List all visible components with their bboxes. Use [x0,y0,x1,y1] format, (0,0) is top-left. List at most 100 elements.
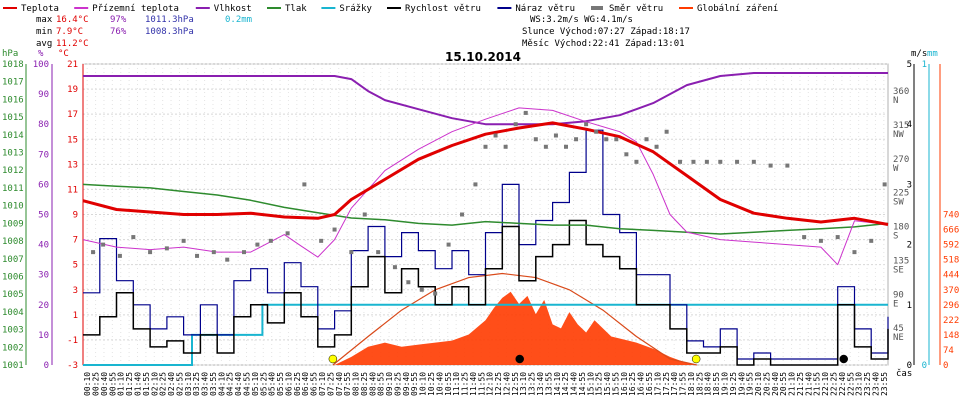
wind-direction-point [493,133,498,138]
x-tick-label: 16:10 [620,372,629,396]
x-tick-label: 22:55 [846,372,855,396]
wm2-tick-label: 148 [943,331,959,341]
wind-direction-point [242,250,246,255]
x-tick-label: 11:40 [469,372,478,396]
wind-direction-point [691,159,696,164]
x-tick-label: 20:55 [779,372,788,396]
direction-sub-label: NW [893,130,904,140]
x-tick-label: 10:25 [427,372,436,396]
hpa-tick-label: 1001 [2,361,24,371]
pressure-line [82,183,889,235]
x-tick-label: 22:25 [829,372,838,396]
info-wind: WS:3.2m/s WG:4.1m/s [530,15,633,25]
stats-temp: 16.4°C [56,15,89,25]
mm-tick-label: 0 [922,361,927,371]
x-tick-label: 12:55 [511,372,520,396]
x-tick-label: 22:10 [821,372,830,396]
wm2-tick-label: 0 [943,361,948,371]
celsius-tick-label: 7 [73,236,78,246]
humidity-line [83,72,888,126]
wind-direction-point [349,250,354,255]
wm2-tick-label: 592 [943,241,959,251]
direction-sub-label: SW [893,198,904,208]
ms-tick-label: 1 [907,301,912,311]
wind-direction-point [654,144,659,149]
wind-direction-point [882,182,887,187]
wind-direction-point [704,159,709,164]
wm2-tick-label: 370 [943,286,959,296]
direction-sub-label: SE [893,265,904,275]
wind-direction-point [255,242,260,247]
ms-tick-label: 3 [907,180,912,190]
legend-label: Přízemní teplota [92,4,179,14]
celsius-tick-label: -1 [67,336,78,346]
x-tick-label: 16:40 [637,372,646,396]
wind-direction-point [446,242,451,247]
sun-moon-marker [691,354,701,364]
wind-direction-point [835,235,840,240]
legend-label: Náraz větru [515,4,575,14]
x-tick-label: 13:55 [544,372,553,396]
pct-tick-label: 50 [38,211,49,221]
ms-tick-label: 0 [907,361,912,371]
wind-direction-point [503,144,508,149]
x-tick-label: 20:25 [762,372,771,396]
wind-direction-point [678,159,683,164]
x-tick-label: 09:55 [410,372,419,396]
x-tick-label: 17:55 [679,372,688,396]
pct-axis-label: % [38,49,44,59]
wind-direction-point [664,129,669,134]
wind-direction-point [131,235,136,240]
celsius-tick-label: 3 [73,286,78,296]
sun-moon-marker [328,354,338,364]
wind-direction-point [460,212,465,217]
radiation-area [334,291,697,365]
direction-tick-label: 45 [893,324,904,334]
wind-direction-point [614,137,619,142]
x-tick-label: 07:25 [326,372,335,396]
stats-humidity: 76% [110,27,127,37]
x-tick-label: 23:10 [855,372,864,396]
wind-direction-point [594,129,599,134]
legend-label: Srážky [339,4,372,14]
x-tick-label: 03:10 [184,372,193,396]
wind-direction-point [634,159,639,164]
stats-pressure: 1011.3hPa [145,15,194,25]
wind-direction-point [164,246,169,251]
legend-label: Globální záření [697,4,778,14]
x-tick-label: 20:40 [771,372,780,396]
x-tick-label: 16:25 [628,372,637,396]
wind-direction-point [392,265,397,270]
x-tick-label: 01:55 [142,372,151,396]
hpa-tick-label: 1007 [2,255,24,265]
celsius-tick-label: 17 [67,110,78,120]
wind-direction-point [181,238,186,243]
ms-tick-label: 5 [907,60,912,70]
pct-tick-label: 10 [38,331,49,341]
pct-tick-label: 0 [44,361,49,371]
legend-label: Vlhkost [214,4,252,14]
direction-sub-label: S [893,232,898,242]
celsius-tick-label: 19 [67,85,78,95]
hpa-tick-label: 1017 [2,78,24,88]
hpa-tick-label: 1013 [2,149,24,159]
x-tick-label: 21:40 [804,372,813,396]
ms-axis-label: m/s [911,49,927,59]
celsius-tick-label: 13 [67,160,78,170]
hpa-tick-label: 1012 [2,166,24,176]
x-tick-label: 09:40 [402,372,411,396]
x-tick-label: 22:40 [838,372,847,396]
x-tick-label: 19:10 [720,372,729,396]
celsius-tick-label: 21 [67,60,78,70]
x-tick-label: 11:10 [452,372,461,396]
legend-label: Směr větru [609,4,663,14]
wind-direction-point [332,227,337,232]
wind-speed-line [83,219,889,366]
hpa-axis-label: hPa [2,49,18,59]
wind-direction-point [376,250,381,255]
x-tick-label: 05:10 [251,372,260,396]
x-tick-label: 04:10 [217,372,226,396]
celsius-tick-label: -3 [67,361,78,371]
x-tick-label: 03:40 [201,372,210,396]
pct-tick-label: 100 [33,60,49,70]
